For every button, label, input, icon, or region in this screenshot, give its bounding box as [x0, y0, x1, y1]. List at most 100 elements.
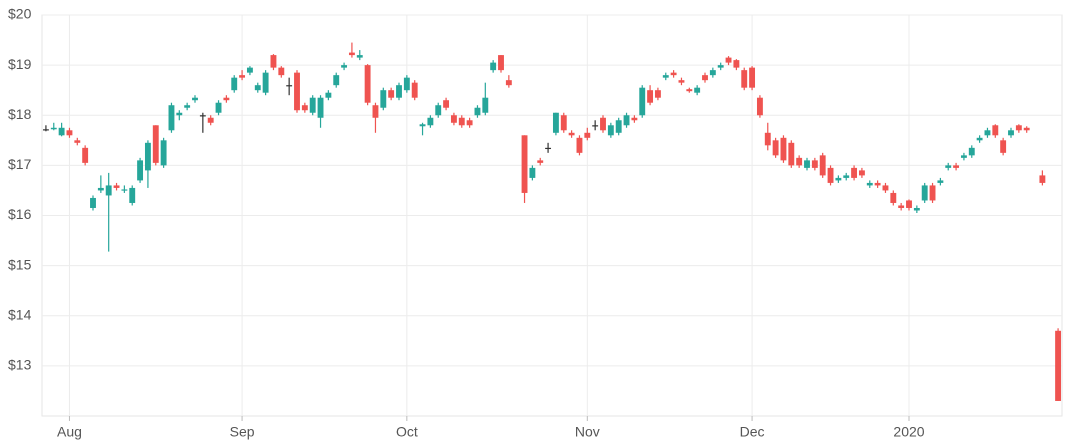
candle-body: [835, 177, 842, 181]
candle-body: [702, 75, 708, 81]
candle-body: [356, 55, 363, 58]
candle-body: [168, 105, 175, 131]
candle-body: [780, 137, 787, 161]
candle-body: [843, 175, 850, 178]
candle-body: [992, 125, 999, 136]
candle-body: [968, 147, 975, 156]
candle-body: [458, 117, 465, 126]
candle-body: [1015, 125, 1022, 131]
candle-body: [364, 65, 371, 103]
candle-body: [545, 147, 552, 150]
candle-body: [380, 90, 387, 108]
candle-body: [286, 85, 293, 87]
candle-body: [42, 129, 49, 131]
candle-body: [239, 75, 246, 78]
candle-body: [552, 112, 559, 133]
candle-body: [576, 137, 583, 153]
candle-body: [435, 105, 442, 116]
candle-body: [921, 185, 928, 201]
candle-body: [294, 72, 300, 111]
candle-body: [176, 112, 183, 116]
candle-body: [301, 105, 308, 111]
candle-body: [709, 70, 716, 76]
candle-body: [262, 72, 269, 93]
candle-body: [686, 89, 693, 92]
candle-body: [129, 187, 136, 203]
candle-body: [929, 185, 936, 201]
candle-body: [254, 85, 261, 91]
candle-body: [82, 147, 89, 163]
candle-body: [325, 92, 332, 98]
candle-body: [348, 52, 355, 56]
candle-body: [466, 120, 473, 126]
candle-body: [317, 97, 324, 118]
candle-body: [568, 132, 575, 136]
candle-body: [50, 127, 57, 130]
candle-body: [396, 85, 402, 98]
candle-body: [74, 140, 81, 143]
candle-body: [66, 130, 73, 136]
candle-body: [1023, 127, 1030, 131]
y-tick-label: $18: [8, 106, 32, 122]
candle-body: [874, 182, 881, 186]
candle-body: [450, 115, 457, 123]
candle-body: [90, 197, 96, 208]
candle-body: [898, 205, 905, 208]
candle-body: [796, 157, 803, 166]
candle-body: [372, 105, 379, 118]
candle-body: [152, 125, 159, 163]
candle-body: [341, 65, 348, 68]
candle-body: [851, 167, 858, 178]
candle-body: [474, 107, 481, 116]
candle-body: [772, 140, 779, 156]
candle-body: [1055, 330, 1062, 401]
candle-body: [388, 90, 395, 98]
candle-body: [654, 90, 661, 98]
candle-body: [694, 87, 701, 93]
y-tick-label: $14: [8, 306, 32, 322]
candle-body: [913, 207, 920, 211]
candle-body: [749, 67, 756, 88]
candle-body: [427, 117, 434, 126]
candle-body: [733, 60, 740, 68]
candle-body: [333, 75, 340, 86]
candle-body: [411, 82, 418, 98]
candle-body: [953, 165, 960, 168]
candle-body: [1000, 140, 1007, 153]
candle-body: [529, 167, 536, 178]
candle-body: [670, 72, 677, 76]
candle-body: [639, 87, 646, 116]
y-tick-label: $16: [8, 206, 32, 222]
x-tick-label: Oct: [396, 424, 418, 440]
candle-body: [207, 117, 214, 123]
candle-body: [278, 67, 285, 76]
candle-body: [906, 200, 912, 208]
candle-body: [443, 100, 450, 108]
y-tick-label: $17: [8, 156, 32, 172]
candle-body: [678, 80, 685, 83]
y-tick-label: $13: [8, 357, 32, 373]
candle-body: [741, 70, 748, 88]
candle-body: [615, 120, 622, 133]
candle-body: [756, 97, 763, 116]
candle-body: [105, 185, 112, 196]
candle-body: [811, 160, 818, 168]
y-tick-label: $20: [8, 6, 32, 22]
x-tick-label: Dec: [740, 424, 765, 440]
candle-body: [960, 155, 967, 158]
candle-body: [819, 155, 826, 176]
candle-body: [592, 125, 599, 127]
candle-body: [827, 167, 834, 183]
candle-body: [231, 77, 238, 91]
candle-body: [976, 137, 983, 141]
candle-body: [144, 142, 151, 171]
candle-body: [223, 97, 230, 101]
candle-body: [607, 125, 614, 136]
candle-body: [882, 185, 889, 191]
candle-body: [866, 182, 873, 186]
candle-body: [113, 185, 120, 188]
x-tick-label: 2020: [893, 424, 924, 440]
x-tick-label: Aug: [57, 424, 82, 440]
candle-body: [662, 75, 669, 78]
